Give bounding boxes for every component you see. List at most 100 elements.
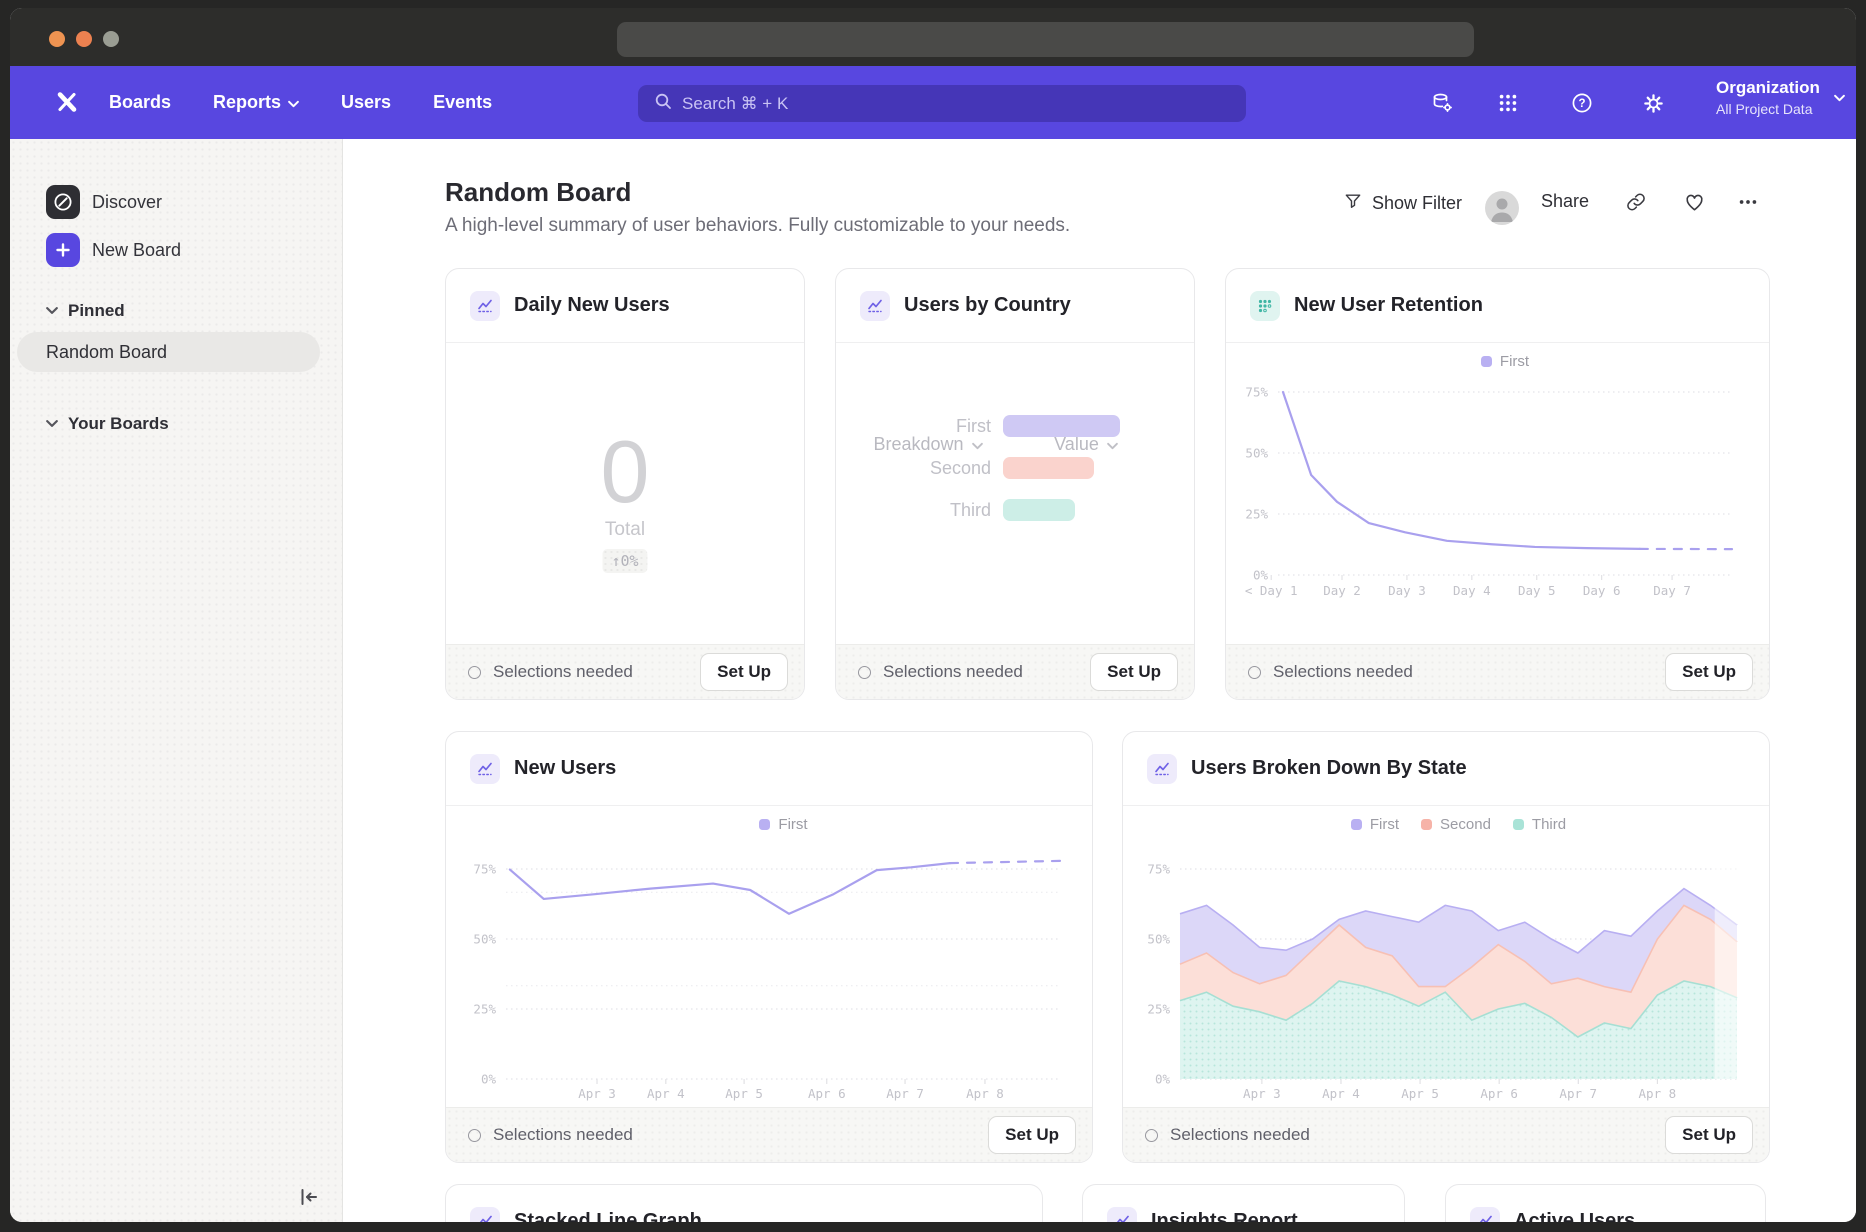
close-button[interactable] xyxy=(49,31,65,47)
section-label: Pinned xyxy=(68,301,125,321)
svg-text:Day 6: Day 6 xyxy=(1583,583,1621,598)
bar-second xyxy=(1003,457,1094,479)
card-header: New User Retention xyxy=(1226,269,1769,343)
value-dropdown[interactable]: Value xyxy=(1036,434,1136,455)
mixpanel-logo-icon[interactable] xyxy=(52,87,82,117)
nav-item-label: Users xyxy=(341,92,391,113)
chevron-down-icon xyxy=(46,302,58,320)
status-text: Selections needed xyxy=(883,662,1090,682)
bar-third xyxy=(1003,499,1075,521)
breakdown-dropdown[interactable]: Breakdown xyxy=(868,434,988,455)
svg-text:Day 5: Day 5 xyxy=(1518,583,1556,598)
share-button[interactable]: Share xyxy=(1541,191,1589,212)
nav-item-users[interactable]: Users xyxy=(341,92,391,113)
copy-link-icon[interactable] xyxy=(1625,191,1647,213)
svg-text:50%: 50% xyxy=(473,932,496,947)
svg-text:Day 4: Day 4 xyxy=(1453,583,1491,598)
card-footer: Selections needed Set Up xyxy=(446,644,804,699)
metric-delta-badge: ↑0% xyxy=(602,549,647,573)
favorite-heart-icon[interactable] xyxy=(1683,191,1706,214)
search-placeholder: Search ⌘ + K xyxy=(682,94,788,114)
board-main: Random Board A high-level summary of use… xyxy=(343,139,1856,1222)
top-navbar: Boards Reports Users Events Search ⌘ + K xyxy=(10,66,1856,139)
card-header: Active Users xyxy=(1446,1185,1765,1222)
card-users-by-state: Users Broken Down By State First Second … xyxy=(1122,731,1770,1163)
settings-gear-icon[interactable] xyxy=(1641,91,1665,115)
show-filter-button[interactable]: Show Filter xyxy=(1343,191,1462,216)
share-label: Share xyxy=(1541,191,1589,212)
compass-icon xyxy=(46,185,80,219)
svg-text:75%: 75% xyxy=(1245,385,1268,400)
svg-text:0%: 0% xyxy=(1155,1072,1171,1087)
state-stacked-chart: First Second Third 75%50%25%0%Apr 3Apr 4… xyxy=(1123,806,1769,1107)
bar-label: First xyxy=(836,415,991,437)
minimize-button[interactable] xyxy=(76,31,92,47)
zoom-button[interactable] xyxy=(103,31,119,47)
metric-value: 0 xyxy=(446,421,804,523)
address-bar[interactable] xyxy=(617,22,1474,57)
data-management-icon[interactable] xyxy=(1430,91,1454,115)
nav-item-reports[interactable]: Reports xyxy=(213,92,299,113)
chevron-down-icon xyxy=(1834,89,1845,107)
sidebar-item-label: New Board xyxy=(92,240,181,261)
setup-button[interactable]: Set Up xyxy=(1665,1116,1753,1154)
setup-button[interactable]: Set Up xyxy=(1665,653,1753,691)
help-icon[interactable]: ? xyxy=(1570,91,1594,115)
status-circle-icon xyxy=(1145,1129,1158,1142)
section-label: Your Boards xyxy=(68,414,169,434)
nav-item-label: Reports xyxy=(213,92,281,113)
svg-text:25%: 25% xyxy=(473,1002,496,1017)
new-users-chart: First 75%50%25%0%Apr 3Apr 4Apr 5Apr 6Apr… xyxy=(446,806,1092,1107)
line-chart-icon xyxy=(1470,1207,1500,1223)
svg-text:25%: 25% xyxy=(1147,1002,1170,1017)
more-options-icon[interactable] xyxy=(1737,191,1759,213)
card-title: New User Retention xyxy=(1294,294,1483,317)
nav-item-boards[interactable]: Boards xyxy=(109,92,171,113)
card-users-by-country: Users by Country Breakdown Value First S… xyxy=(835,268,1195,700)
status-text: Selections needed xyxy=(493,662,700,682)
svg-text:25%: 25% xyxy=(1245,507,1268,522)
svg-text:Day 2: Day 2 xyxy=(1323,583,1361,598)
svg-text:Day 7: Day 7 xyxy=(1653,583,1691,598)
sidebar-item-new-board[interactable]: New Board xyxy=(46,233,181,267)
sidebar-item-discover[interactable]: Discover xyxy=(46,185,162,219)
svg-text:Day 3: Day 3 xyxy=(1388,583,1426,598)
svg-text:50%: 50% xyxy=(1147,932,1170,947)
search-input[interactable]: Search ⌘ + K xyxy=(638,85,1246,122)
svg-text:0%: 0% xyxy=(1253,568,1269,583)
line-chart-icon xyxy=(1107,1207,1137,1223)
nav-item-label: Boards xyxy=(109,92,171,113)
apps-grid-icon[interactable] xyxy=(1496,91,1520,115)
bar-label: Second xyxy=(836,457,991,479)
page-title: Random Board xyxy=(445,177,631,208)
card-title: Stacked Line Graph xyxy=(514,1210,702,1222)
svg-text:75%: 75% xyxy=(473,862,496,877)
avatar[interactable] xyxy=(1485,191,1519,225)
setup-button[interactable]: Set Up xyxy=(988,1116,1076,1154)
sidebar-section-pinned[interactable]: Pinned xyxy=(46,301,125,321)
sidebar-item-random-board[interactable]: Random Board xyxy=(17,332,320,372)
collapse-sidebar-icon[interactable] xyxy=(298,1186,320,1208)
sidebar-item-label: Discover xyxy=(92,192,162,213)
chevron-down-icon xyxy=(972,434,983,455)
nav-item-events[interactable]: Events xyxy=(433,92,492,113)
status-circle-icon xyxy=(858,666,871,679)
svg-text:0%: 0% xyxy=(481,1072,497,1087)
dropdown-label: Value xyxy=(1054,434,1099,455)
status-text: Selections needed xyxy=(1170,1125,1665,1145)
org-name: Organization xyxy=(1716,78,1820,98)
card-title: Insights Report xyxy=(1151,1210,1298,1222)
card-header: Stacked Line Graph xyxy=(446,1185,1042,1222)
svg-text:75%: 75% xyxy=(1147,862,1170,877)
chevron-down-icon xyxy=(288,92,299,113)
sidebar-section-your-boards[interactable]: Your Boards xyxy=(46,414,169,434)
svg-text:?: ? xyxy=(1578,98,1585,110)
svg-text:Apr 4: Apr 4 xyxy=(647,1086,685,1101)
setup-button[interactable]: Set Up xyxy=(1090,653,1178,691)
card-title: Daily New Users xyxy=(514,294,670,317)
org-switcher[interactable]: Organization All Project Data xyxy=(1716,78,1845,117)
svg-text:Apr 8: Apr 8 xyxy=(966,1086,1004,1101)
setup-button[interactable]: Set Up xyxy=(700,653,788,691)
browser-window: Boards Reports Users Events Search ⌘ + K xyxy=(10,8,1856,1222)
card-title: New Users xyxy=(514,757,616,780)
